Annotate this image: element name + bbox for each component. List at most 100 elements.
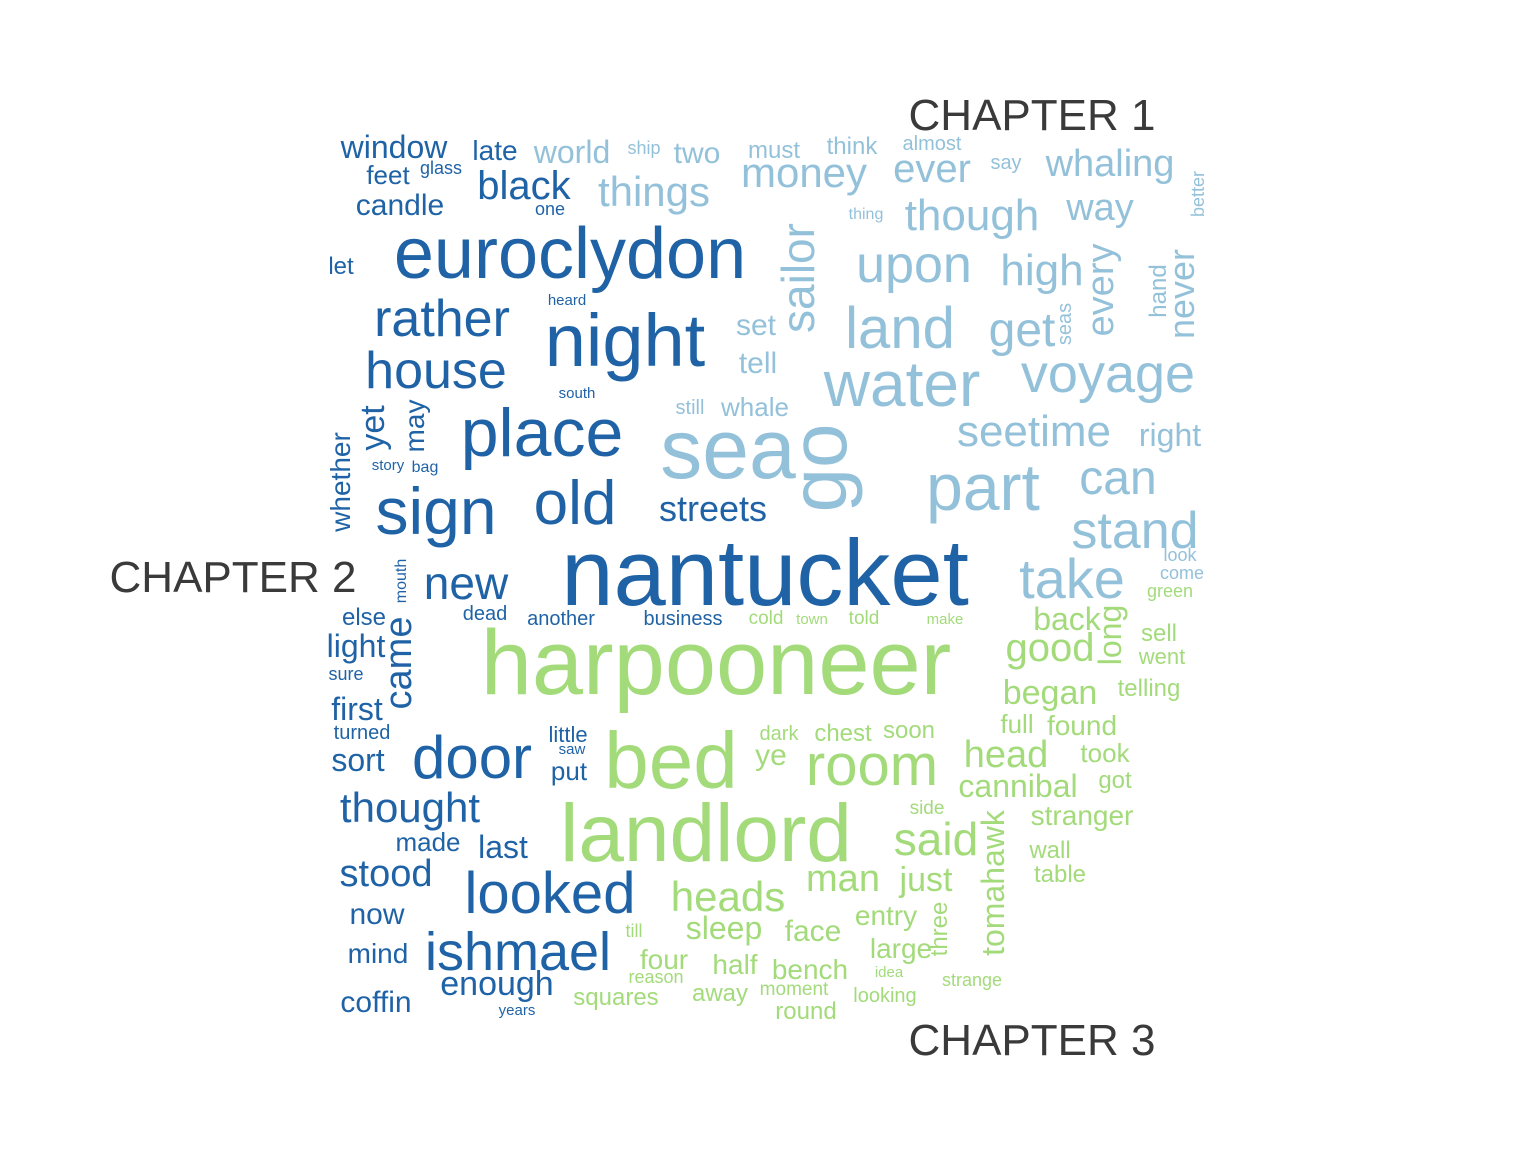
word-got: got [1098,767,1132,794]
word-went: went [1138,644,1185,669]
word-sell: sell [1141,620,1177,647]
word-ship: ship [627,138,660,158]
word-good: good [1006,626,1095,670]
word-never: never [1161,249,1202,339]
word-coffin: coffin [340,986,411,1019]
word-idea: idea [875,964,904,981]
word-sailor: sailor [772,223,824,333]
word-saw: saw [559,741,586,758]
word-light: light [327,628,386,664]
word-away: away [692,980,748,1007]
word-nantucket: nantucket [561,520,969,625]
word-made: made [395,827,460,857]
word-part: part [926,450,1040,524]
word-mind: mind [348,938,409,969]
word-black: black [477,164,571,208]
word-seas: seas [1054,303,1076,345]
word-enough: enough [440,965,553,1003]
word-water: water [823,348,981,420]
word-chest: chest [814,720,872,747]
word-sort: sort [331,742,384,778]
word-long: long [1092,605,1128,666]
word-face: face [785,915,842,948]
word-stood: stood [340,853,433,895]
word-strange: strange [942,970,1002,990]
word-ishmael: ishmael [425,922,611,982]
word-back: back [1033,601,1102,637]
word-found: found [1047,710,1117,741]
word-sure: sure [328,664,363,684]
word-bench: bench [772,954,848,985]
word-whale: whale [720,392,789,422]
word-mouth: mouth [393,559,410,603]
word-almost: almost [903,133,962,155]
word-cannibal: cannibal [958,768,1077,804]
word-whether: whether [325,432,356,533]
word-ye: ye [755,739,787,772]
word-looked: looked [465,861,636,926]
word-let: let [328,253,354,280]
chapter-label-1: CHAPTER 1 [909,91,1156,140]
word-green: green [1147,581,1193,601]
word-come: come [1160,563,1204,583]
word-heads: heads [671,873,785,920]
word-sign: sign [375,474,496,548]
word-reason: reason [628,967,683,987]
word-else: else [342,604,386,631]
word-just: just [899,861,953,899]
word-entry: entry [855,900,917,931]
word-streets: streets [659,488,767,529]
word-things: things [598,168,710,215]
word-man: man [806,858,880,900]
word-say: say [990,152,1021,174]
word-hand: hand [1145,264,1172,317]
word-late: late [472,135,517,166]
word-may: may [399,400,430,453]
word-upon: upon [856,236,972,294]
word-full: full [1000,709,1033,739]
word-house: house [365,342,507,400]
word-must: must [748,137,800,164]
word-place: place [461,395,624,471]
word-told: told [849,608,880,629]
word-four: four [640,944,688,975]
word-cold: cold [749,608,784,629]
word-glass: glass [420,158,462,178]
word-candle: candle [356,189,444,222]
word-ever: ever [893,147,971,191]
word-years: years [499,1002,536,1019]
word-came: came [378,617,420,710]
word-business: business [644,608,723,630]
word-world: world [533,134,610,170]
word-land: land [845,296,955,361]
word-set: set [736,309,777,342]
word-better: better [1188,171,1208,217]
word-began: began [1003,674,1098,712]
word-three: three [926,902,953,957]
word-half: half [712,949,757,980]
word-one: one [535,199,565,219]
word-telling: telling [1118,675,1181,702]
word-another: another [527,608,595,630]
word-moment: moment [760,979,829,1000]
word-south: south [559,385,596,402]
word-thing: thing [849,206,884,223]
word-story: story [372,457,405,474]
word-turned: turned [334,722,391,744]
word-high: high [1000,246,1083,295]
word-town: town [796,611,828,628]
word-look: look [1163,545,1197,565]
word-window: window [340,129,449,165]
word-room: room [806,733,938,798]
word-sleep: sleep [686,910,763,946]
word-rather: rather [374,290,510,348]
word-take: take [1019,547,1125,610]
word-looking: looking [853,985,916,1007]
word-whaling: whaling [1045,143,1175,185]
word-dark: dark [760,723,800,745]
word-go: go [774,424,863,513]
word-new: new [424,557,509,609]
